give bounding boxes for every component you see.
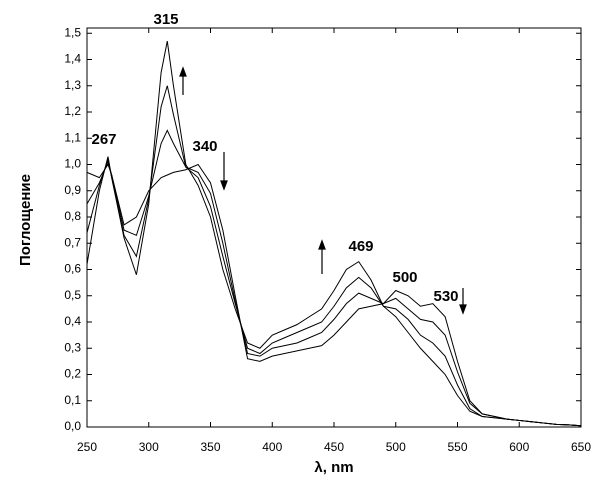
spectrum-line	[86, 129, 582, 427]
spectrum-line	[86, 163, 582, 427]
arrow-head	[459, 304, 467, 315]
y-tick-label: 0,9	[64, 183, 81, 197]
x-tick-label: 450	[324, 440, 344, 454]
spectrum-line	[86, 85, 582, 427]
y-tick-label: 0,7	[64, 235, 81, 249]
y-tick-label: 0,4	[64, 314, 81, 328]
y-tick-label: 0,1	[64, 393, 81, 407]
x-tick-label: 250	[77, 440, 97, 454]
x-tick-label: 650	[571, 440, 591, 454]
y-axis-label: Поглощение	[17, 174, 34, 266]
x-tick-label: 550	[447, 440, 467, 454]
peak-annotation: 530	[433, 288, 458, 305]
arrow-head	[179, 66, 187, 77]
arrow-head	[318, 239, 326, 250]
peak-annotation: 267	[91, 131, 116, 148]
x-tick-label: 500	[386, 440, 406, 454]
x-tick-label: 350	[200, 440, 220, 454]
y-tick-label: 1,5	[64, 25, 81, 39]
x-tick-label: 400	[262, 440, 282, 454]
plot-frame	[86, 27, 582, 428]
peak-annotation: 340	[192, 138, 217, 155]
y-tick-label: 0,3	[64, 340, 81, 354]
peak-annotation: 315	[153, 11, 178, 28]
peak-annotation: 469	[348, 238, 373, 255]
y-tick-label: 1,2	[64, 104, 81, 118]
y-tick-label: 1,1	[64, 130, 81, 144]
y-tick-label: 0,5	[64, 288, 81, 302]
y-tick-label: 1,0	[64, 157, 81, 171]
y-tick-label: 0,6	[64, 262, 81, 276]
y-tick-label: 1,4	[64, 52, 81, 66]
y-tick-label: 0,8	[64, 209, 81, 223]
x-tick-label: 300	[139, 440, 159, 454]
y-tick-label: 0,2	[64, 367, 81, 381]
arrow-head	[220, 180, 228, 191]
x-axis-label: λ, nm	[314, 459, 353, 476]
y-tick-label: 0,0	[64, 419, 81, 433]
peak-annotation: 500	[392, 269, 417, 286]
spectrum-line	[86, 41, 582, 427]
y-tick-label: 1,3	[64, 78, 81, 92]
x-tick-label: 600	[509, 440, 529, 454]
arrows	[179, 66, 467, 315]
